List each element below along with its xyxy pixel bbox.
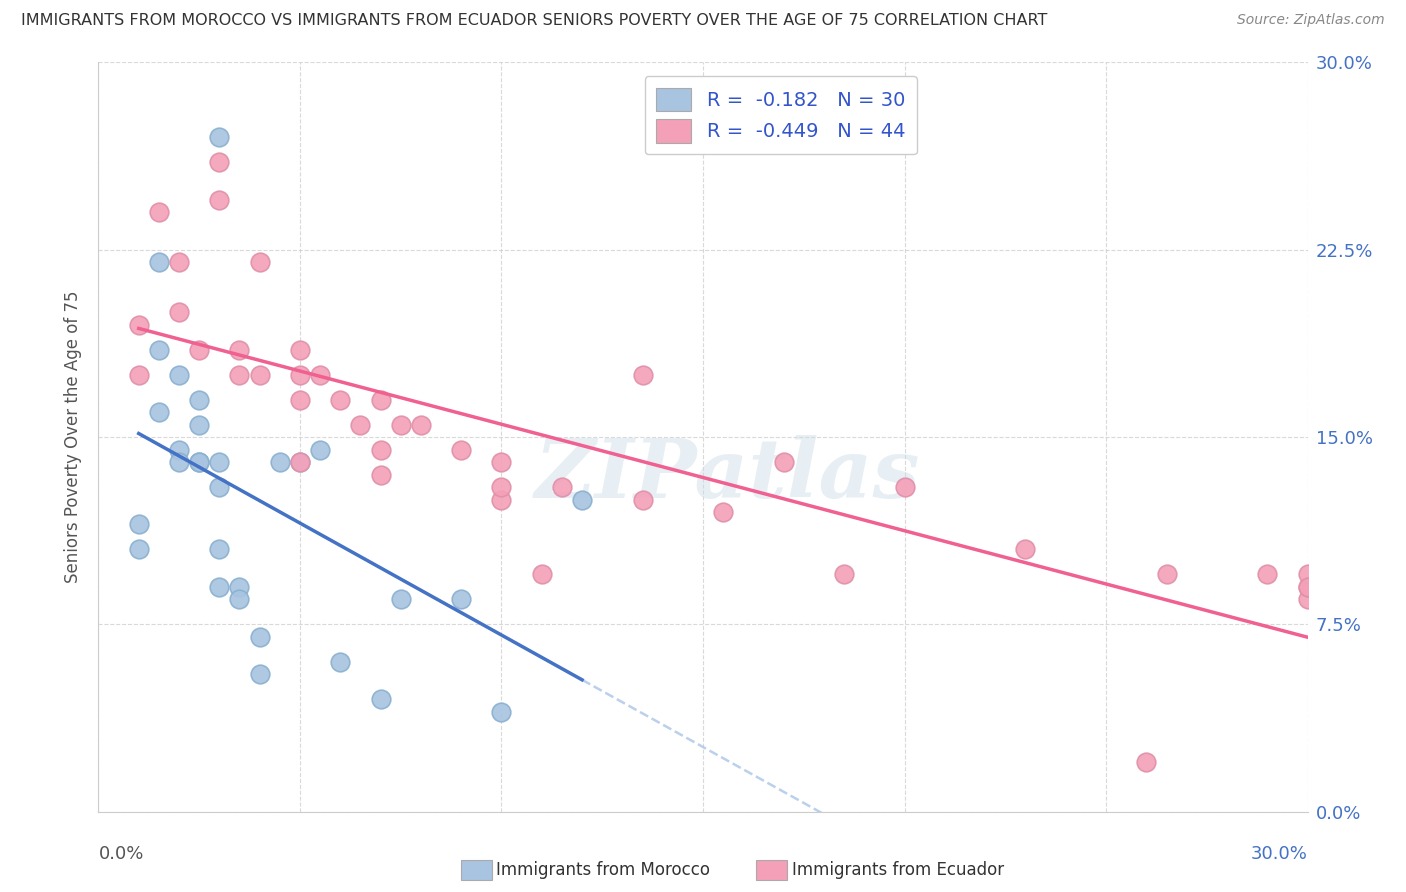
Point bbox=[249, 255, 271, 269]
Point bbox=[1135, 755, 1157, 769]
Point bbox=[188, 417, 211, 432]
Point bbox=[491, 480, 513, 494]
Point bbox=[530, 567, 553, 582]
Point bbox=[167, 368, 190, 382]
Point bbox=[167, 442, 190, 457]
Point bbox=[167, 455, 190, 469]
Point bbox=[329, 655, 352, 669]
Point bbox=[1296, 580, 1319, 594]
Point bbox=[148, 205, 170, 219]
Point bbox=[128, 517, 150, 532]
Point bbox=[711, 505, 734, 519]
Point bbox=[370, 467, 392, 482]
Point bbox=[370, 692, 392, 706]
Point bbox=[208, 455, 231, 469]
Point bbox=[228, 580, 250, 594]
Point bbox=[288, 368, 311, 382]
Point bbox=[167, 255, 190, 269]
Point bbox=[228, 592, 250, 607]
Point bbox=[148, 343, 170, 357]
Point bbox=[309, 368, 332, 382]
Point bbox=[288, 392, 311, 407]
Point bbox=[491, 705, 513, 719]
Point bbox=[1296, 567, 1319, 582]
Point bbox=[389, 592, 412, 607]
Point bbox=[208, 193, 231, 207]
Point bbox=[450, 592, 472, 607]
Point bbox=[329, 392, 352, 407]
Point bbox=[167, 305, 190, 319]
Point bbox=[1296, 592, 1319, 607]
Point bbox=[1156, 567, 1178, 582]
Point bbox=[389, 417, 412, 432]
Point bbox=[249, 368, 271, 382]
Point bbox=[228, 343, 250, 357]
Point bbox=[1296, 580, 1319, 594]
Point bbox=[288, 343, 311, 357]
Point bbox=[631, 368, 654, 382]
Point bbox=[491, 492, 513, 507]
Text: Source: ZipAtlas.com: Source: ZipAtlas.com bbox=[1237, 13, 1385, 28]
Point bbox=[288, 455, 311, 469]
Point bbox=[128, 318, 150, 332]
Text: 0.0%: 0.0% bbox=[98, 846, 143, 863]
Text: Immigrants from Morocco: Immigrants from Morocco bbox=[496, 861, 710, 879]
Point bbox=[208, 580, 231, 594]
Legend: R =  -0.182   N = 30, R =  -0.449   N = 44: R = -0.182 N = 30, R = -0.449 N = 44 bbox=[644, 76, 917, 154]
Point bbox=[208, 155, 231, 169]
Point bbox=[551, 480, 574, 494]
Point bbox=[208, 130, 231, 145]
Point bbox=[249, 667, 271, 681]
Text: 30.0%: 30.0% bbox=[1251, 846, 1308, 863]
Point bbox=[288, 455, 311, 469]
Text: IMMIGRANTS FROM MOROCCO VS IMMIGRANTS FROM ECUADOR SENIORS POVERTY OVER THE AGE : IMMIGRANTS FROM MOROCCO VS IMMIGRANTS FR… bbox=[21, 13, 1047, 29]
Point bbox=[370, 442, 392, 457]
Point bbox=[349, 417, 371, 432]
Point bbox=[188, 343, 211, 357]
Point bbox=[309, 442, 332, 457]
Point bbox=[148, 405, 170, 419]
Point bbox=[450, 442, 472, 457]
Point bbox=[128, 542, 150, 557]
Text: ZIPatlas: ZIPatlas bbox=[534, 434, 920, 515]
Point bbox=[409, 417, 432, 432]
Point bbox=[228, 368, 250, 382]
Point bbox=[893, 480, 915, 494]
Text: Immigrants from Ecuador: Immigrants from Ecuador bbox=[792, 861, 1004, 879]
Point bbox=[188, 392, 211, 407]
Point bbox=[188, 455, 211, 469]
Point bbox=[832, 567, 855, 582]
Point bbox=[128, 368, 150, 382]
Point bbox=[148, 255, 170, 269]
Point bbox=[188, 455, 211, 469]
Point bbox=[631, 492, 654, 507]
Point bbox=[208, 480, 231, 494]
Point bbox=[491, 455, 513, 469]
Point bbox=[370, 392, 392, 407]
Point bbox=[772, 455, 794, 469]
Point bbox=[1256, 567, 1278, 582]
Point bbox=[571, 492, 593, 507]
Y-axis label: Seniors Poverty Over the Age of 75: Seniors Poverty Over the Age of 75 bbox=[65, 291, 83, 583]
Point bbox=[1014, 542, 1036, 557]
Point bbox=[208, 542, 231, 557]
Point bbox=[249, 630, 271, 644]
Point bbox=[269, 455, 291, 469]
